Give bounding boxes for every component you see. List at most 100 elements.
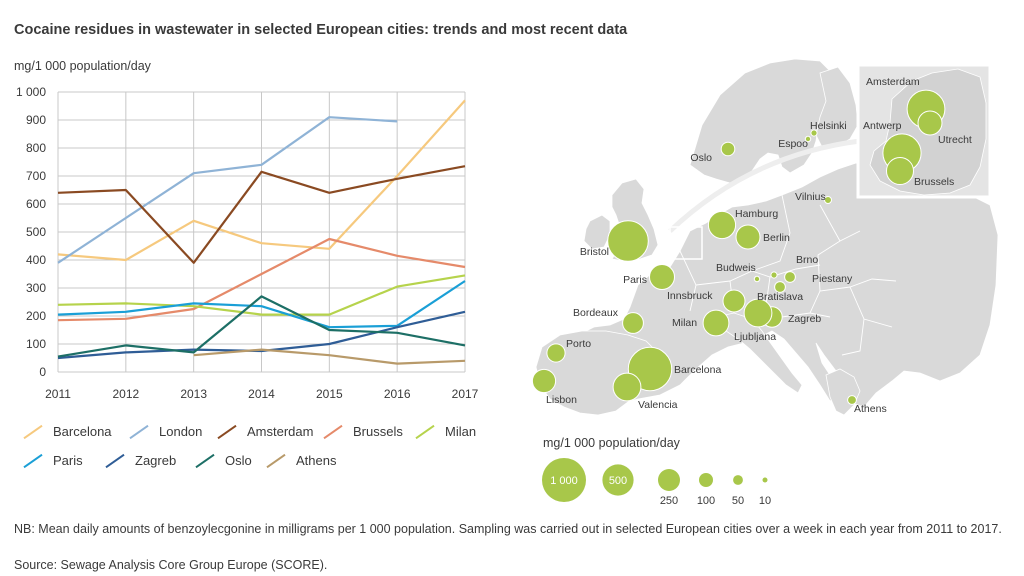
map-bubble-bristol xyxy=(607,220,649,262)
y-tick-label: 300 xyxy=(26,281,46,295)
legend-label: Oslo xyxy=(225,453,252,468)
map-city-label: Amsterdam xyxy=(866,76,920,88)
map-city-label: Zagreb xyxy=(788,313,821,325)
map-bubble-utrecht xyxy=(917,110,943,136)
ireland-landmass xyxy=(583,214,611,250)
inset-connector-arc xyxy=(668,138,861,233)
series-line-zagreb xyxy=(57,310,466,360)
legend-swatch xyxy=(105,453,125,468)
map-bubble-valencia xyxy=(612,372,642,402)
size-legend-bubble-100 xyxy=(699,473,713,487)
legend-item-london: London xyxy=(128,424,202,439)
y-tick-label: 700 xyxy=(26,169,46,183)
size-legend-label: 250 xyxy=(660,495,678,507)
map-city-label: Utrecht xyxy=(938,134,972,146)
legend-swatch xyxy=(23,424,43,439)
map-city-label: Innsbruck xyxy=(667,290,713,302)
legend-swatch xyxy=(415,424,435,439)
x-tick-label: 2014 xyxy=(248,387,275,401)
map-bubble-paris xyxy=(649,264,675,290)
inset-locator-box xyxy=(669,226,703,260)
legend-item-milan: Milan xyxy=(414,424,476,439)
size-legend-label: 500 xyxy=(609,475,627,487)
x-tick-label: 2013 xyxy=(180,387,207,401)
map-city-label: Espoo xyxy=(778,138,808,150)
map-bubble-porto xyxy=(546,343,566,363)
series-line-brussels xyxy=(57,237,466,322)
size-legend: 1 000 500 250 100 50 10 xyxy=(542,458,771,507)
map-bubble-helsinki xyxy=(810,129,818,137)
legend-item-brussels: Brussels xyxy=(322,424,403,439)
legend-item-amsterdam: Amsterdam xyxy=(216,424,313,439)
legend-label: Zagreb xyxy=(135,453,177,468)
chart-title: Cocaine residues in wastewater in select… xyxy=(14,22,628,38)
map-city-label: Antwerp xyxy=(863,120,902,132)
size-legend-bubble-10 xyxy=(762,477,768,483)
source-note: Source: Sewage Analysis Core Group Europ… xyxy=(14,558,328,572)
legend-label: Amsterdam xyxy=(247,424,314,439)
legend-item-barcelona: Barcelona xyxy=(22,424,112,439)
legend-label: London xyxy=(159,424,203,439)
y-tick-label: 900 xyxy=(26,113,46,127)
legend-swatch xyxy=(266,453,286,468)
map-city-label: Athens xyxy=(854,403,887,415)
y-tick-label: 500 xyxy=(26,225,46,239)
map-bubble-piestany xyxy=(784,271,796,283)
x-tick-label: 2016 xyxy=(384,387,411,401)
size-legend-label: 100 xyxy=(697,495,715,507)
x-tick-label: 2017 xyxy=(452,387,479,401)
map-bubble-bordeaux xyxy=(622,312,644,334)
map-city-label: Bristol xyxy=(580,246,609,258)
legend-label: Athens xyxy=(296,453,337,468)
legend-item-zagreb: Zagreb xyxy=(104,453,176,468)
map-city-label: Vilnius xyxy=(795,191,826,203)
x-tick-label: 2012 xyxy=(112,387,139,401)
legend-item-paris: Paris xyxy=(22,453,83,468)
size-legend-label: 10 xyxy=(759,495,771,507)
map-city-label: Bordeaux xyxy=(573,307,619,319)
map-bubble-milan xyxy=(702,309,730,337)
map-bubble-berlin xyxy=(735,224,761,250)
y-tick-label: 400 xyxy=(26,253,46,267)
series-line-amsterdam xyxy=(57,165,466,264)
map-city-label: Oslo xyxy=(690,152,712,164)
legend-swatch xyxy=(129,424,149,439)
legend-label: Brussels xyxy=(353,424,403,439)
size-legend-bubble-250 xyxy=(658,469,680,491)
y-tick-label: 0 xyxy=(39,365,46,379)
map-city-label: Berlin xyxy=(763,232,790,244)
map-city-label: Brno xyxy=(796,254,818,266)
legend-item-oslo: Oslo xyxy=(194,453,252,468)
map-city-label: Helsinki xyxy=(810,120,847,132)
series-line-oslo xyxy=(57,295,466,358)
map-city-label: Barcelona xyxy=(674,364,721,376)
map-city-label: Porto xyxy=(566,338,591,350)
legend-swatch xyxy=(23,453,43,468)
map-city-label: Valencia xyxy=(638,399,678,411)
map-bubble-budweis xyxy=(753,275,761,283)
legend-label: Milan xyxy=(445,424,477,439)
map-bubble-ljubljana xyxy=(743,298,773,328)
map-bubble-vilnius xyxy=(824,196,832,204)
map-city-label: Paris xyxy=(623,274,647,286)
series-line-milan xyxy=(57,274,466,316)
series-line-barcelona xyxy=(57,99,466,262)
legend-label: Barcelona xyxy=(53,424,112,439)
series-line-london xyxy=(57,116,398,264)
size-legend-label: 50 xyxy=(732,495,744,507)
map-bubble-brno xyxy=(770,271,778,279)
footnote: NB: Mean daily amounts of benzoylecgonin… xyxy=(14,522,1002,536)
map-city-label: Hamburg xyxy=(735,208,778,220)
map-city-label: Piestany xyxy=(812,273,853,285)
map-city-label: Budweis xyxy=(716,262,756,274)
y-tick-label: 200 xyxy=(26,309,46,323)
size-legend-title: mg/1 000 population/day xyxy=(543,436,680,450)
x-tick-label: 2011 xyxy=(45,387,71,401)
size-legend-label: 1 000 xyxy=(550,475,578,487)
y-axis-label: mg/1 000 population/day xyxy=(14,59,151,73)
map-bubble-brussels xyxy=(886,157,914,185)
size-legend-bubble-50 xyxy=(733,475,743,485)
map-bubble-innsbruck xyxy=(722,289,746,313)
